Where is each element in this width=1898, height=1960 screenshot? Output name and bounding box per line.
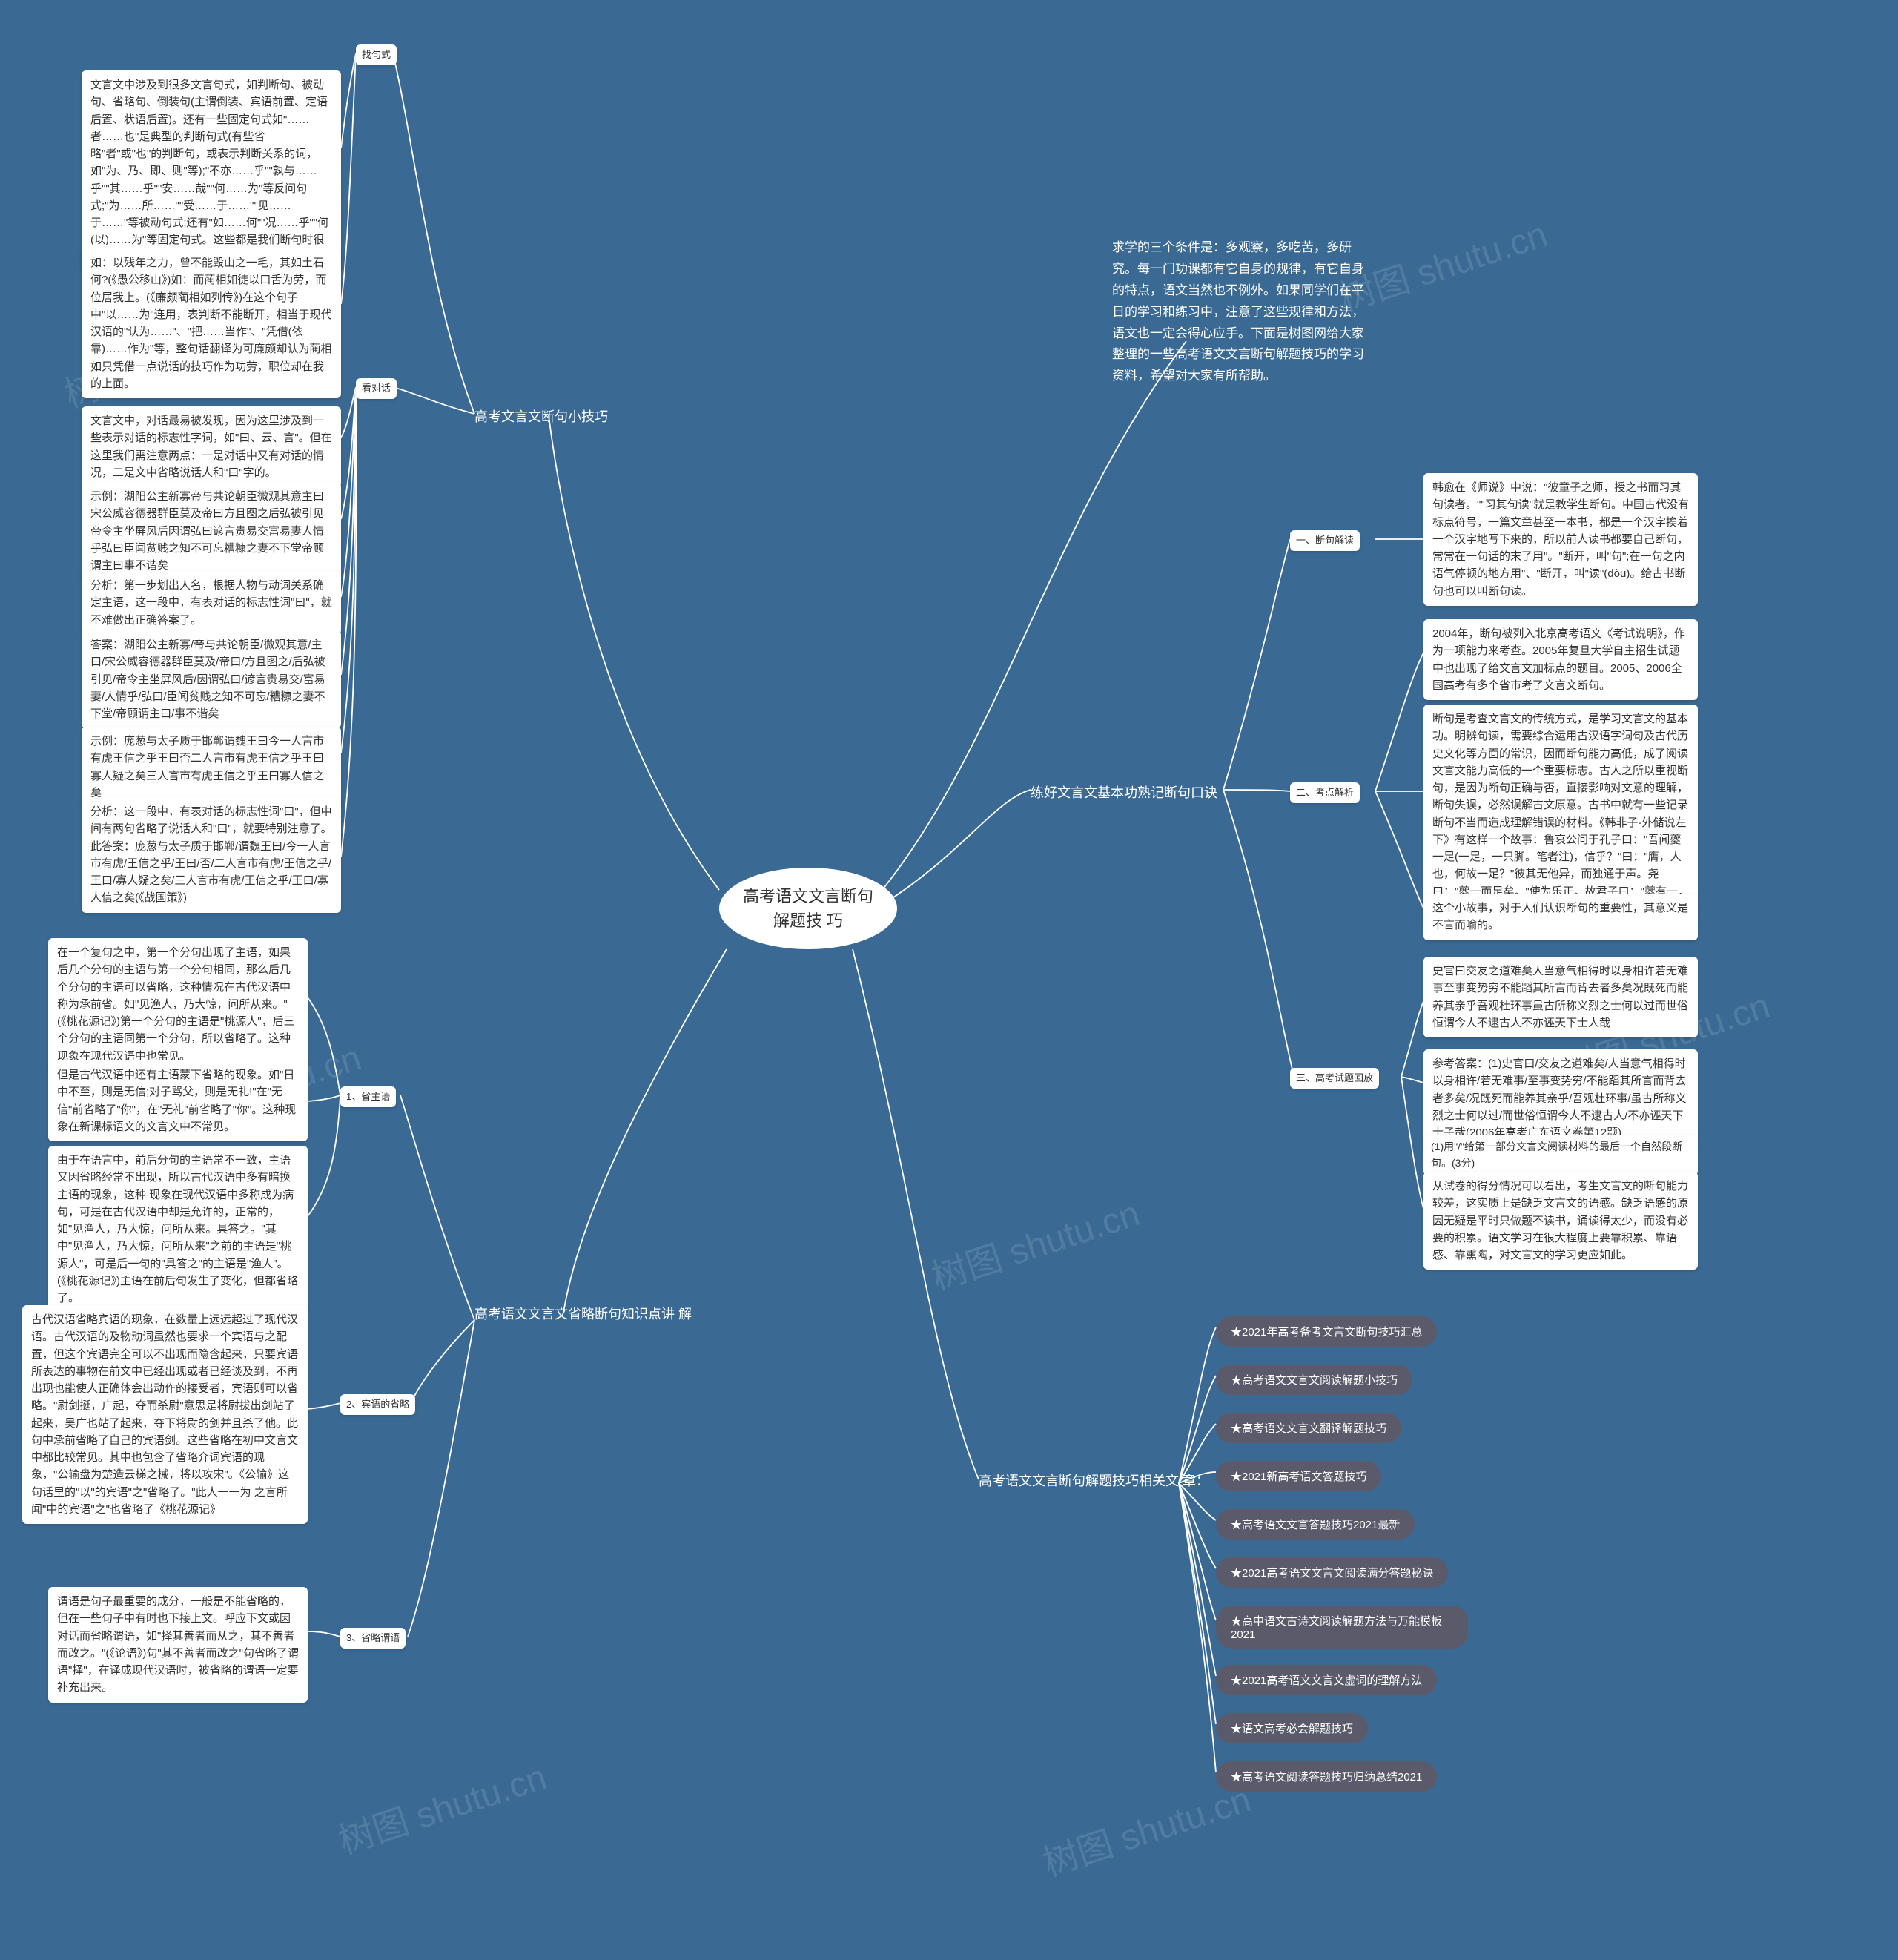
sub-omit-object: 2、宾语的省略 [340, 1394, 415, 1415]
basics-node: 参考答案：(1)史官曰/交友之道难矣/人当意气相得时以身相许/若无难事/至事变势… [1424, 1049, 1698, 1147]
related-article[interactable]: ★高考语文阅读答题技巧归纳总结2021 [1216, 1761, 1437, 1792]
tech-node: 分析：第一步划出人名，根据人物与动词关系确定主语，这一段中，有表对话的标志性词"… [82, 571, 341, 635]
related-article[interactable]: ★2021高考语文文言文虚词的理解方法 [1216, 1665, 1437, 1695]
tech-node: 分析：这一段中，有表对话的标志性词"曰"，但中间有两句省略了说话人和"曰"，就要… [82, 797, 341, 913]
basics-node: 从试卷的得分情况可以看出，考生文言文的断句能力较差，这实质上是缺乏文言文的语感。… [1424, 1172, 1698, 1270]
tech-node: 文言文中，对话最易被发现，因为这里涉及到一些表示对话的标志性字词，如"曰、云、言… [82, 406, 341, 487]
intro-text: 求学的三个条件是：多观察，多吃苦，多研究。每一门功课都有它自身的规律，有它自身的… [1082, 200, 1401, 424]
omit-node: 但是古代汉语中还有主语蒙下省略的现象。如"日中不至，则是无信;对子骂父，则是无礼… [48, 1060, 308, 1141]
sub-omit-predicate: 3、省略谓语 [340, 1628, 406, 1649]
branch-left-omit: 高考语文文言文省略断句知识点讲 解 [474, 1305, 692, 1324]
watermark: 树图 shutu.cn [331, 1748, 552, 1864]
sub-see-dialogue: 看对话 [356, 378, 397, 399]
sub-omit-subject: 1、省主语 [340, 1086, 396, 1107]
tech-node: 如：以残年之力，曾不能毁山之一毛，其如土石何?(《愚公移山》)如：而蔺相如徒以口… [82, 248, 341, 398]
sub-basics-1: 一、断句解读 [1290, 530, 1360, 551]
watermark: 树图 shutu.cn [924, 1184, 1145, 1300]
basics-node: 断句是考查文言文的传统方式，是学习文言文的基本功。明辨句读，需要综合运用古汉语字… [1424, 705, 1698, 923]
related-article[interactable]: ★高考语文文言文翻译解题技巧 [1216, 1413, 1401, 1443]
sub-basics-3: 三、高考试题回放 [1290, 1068, 1379, 1089]
related-article[interactable]: ★2021新高考语文答题技巧 [1216, 1461, 1381, 1491]
basics-node: 这个小故事，对于人们认识断句的重要性，其意义是不言而喻的。 [1424, 894, 1698, 940]
omit-node: 在一个复句之中，第一个分句出现了主语，如果后几个分句的主语与第一个分句相同，那么… [48, 938, 308, 1071]
related-article[interactable]: ★高考语文文言文阅读解题小技巧 [1216, 1365, 1412, 1395]
branch-right-basics: 练好文言文基本功熟记断句口诀 [1031, 782, 1217, 802]
basics-node: 韩愈在《师说》中说："彼童子之师，授之书而习其句读者。""习其句读"就是教学生断… [1424, 473, 1698, 606]
center-topic: 高考语文文言断句解题技 巧 [719, 868, 897, 949]
related-article[interactable]: ★语文高考必会解题技巧 [1216, 1713, 1368, 1743]
tech-node: 示例：湖阳公主新寡帝与共论朝臣微观其意主曰宋公威容德器群臣莫及帝曰方且图之后弘被… [82, 482, 341, 580]
tech-node: 示例：庞葱与太子质于邯郸谓魏王曰今一人言市有虎王信之乎王曰否二人言市有虎王信之乎… [82, 727, 341, 808]
tech-node: 答案：湖阳公主新寡/帝与共论朝臣/微观其意/主曰/宋公威容德器群臣莫及/帝曰/方… [82, 630, 341, 728]
branch-related: 高考语文文言断句解题技巧相关文 章： [979, 1472, 1209, 1491]
omit-node: 古代汉语省略宾语的现象，在数量上远远超过了现代汉语。古代汉语的及物动词虽然也要求… [22, 1305, 308, 1524]
basics-node: 2004年，断句被列入北京高考语文《考试说明》，作为一项能力来考查。2005年复… [1424, 619, 1698, 700]
tech-node: 文言文中涉及到很多文言句式，如判断句、被动句、省略句、倒装句(主谓倒装、宾语前置… [82, 70, 341, 272]
sub-basics-2: 二、考点解析 [1290, 782, 1360, 803]
related-article[interactable]: ★高中语文古诗文阅读解题方法与万能模板2021 [1216, 1606, 1468, 1649]
related-article[interactable]: ★2021高考语文文言文阅读满分答题秘诀 [1216, 1557, 1448, 1588]
basics-node: 史官曰交友之道难矣人当意气相得时以身相许若无难事至事变势穷不能蹈其所言而背去者多… [1424, 957, 1698, 1037]
branch-left-tech: 高考文言文断句小技巧 [474, 406, 608, 426]
omit-node: 谓语是句子最重要的成分，一般是不能省略的，但在一些句子中有时也下接上文。呼应下文… [48, 1587, 308, 1703]
sub-find-pattern: 找句式 [356, 44, 397, 65]
related-article[interactable]: ★高考语文文言答题技巧2021最新 [1216, 1509, 1415, 1540]
basics-node: (1)用"/"给第一部分文言文阅读材料的最后一个自然段断句。(3分) [1424, 1135, 1698, 1175]
related-article[interactable]: ★2021年高考备考文言文断句技巧汇总 [1216, 1316, 1437, 1347]
omit-node: 由于在语言中，前后分句的主语常不一致，主语又因省略经常不出现，所以古代汉语中多有… [48, 1146, 308, 1313]
